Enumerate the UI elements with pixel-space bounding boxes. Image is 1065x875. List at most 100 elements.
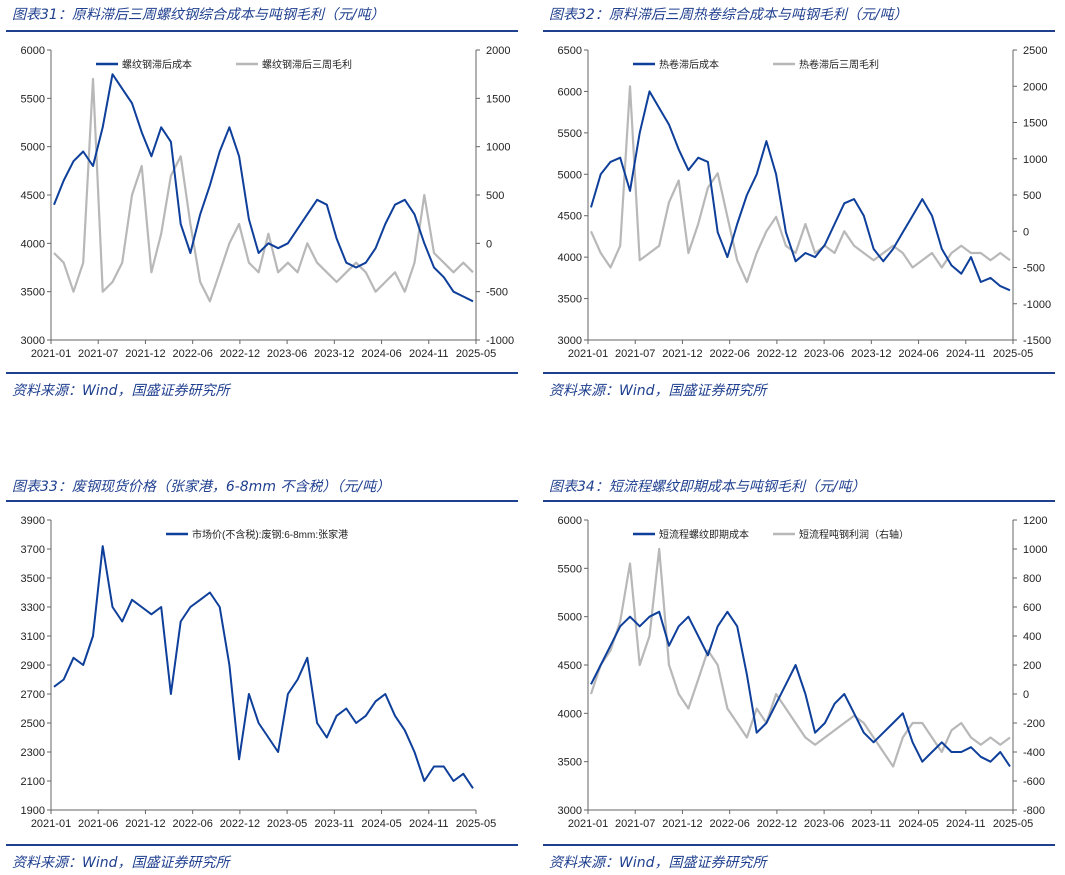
- y-tick-label: 3100: [21, 631, 45, 643]
- legend-label: 热卷滞后三周毛利: [799, 58, 879, 71]
- x-tick-label: 2021-01: [31, 348, 71, 360]
- source-rule: [6, 372, 518, 374]
- x-tick-label: 2021-06: [78, 818, 118, 830]
- series-line-1: [53, 545, 474, 789]
- x-tick-label: 2022-12: [757, 818, 797, 830]
- y-right-tick-label: 0: [1023, 226, 1029, 238]
- y-right-tick-label: 2000: [1023, 81, 1047, 93]
- x-tick-label: 2022-12: [757, 348, 797, 360]
- y-tick-label: 4500: [558, 211, 582, 223]
- panel-title: 图表34：短流程螺纹即期成本与吨钢毛利（元/吨）: [549, 479, 866, 495]
- y-tick-label: 6000: [21, 45, 45, 57]
- y-right-tick-label: -1000: [1023, 299, 1051, 311]
- y-right-tick-label: -200: [1023, 718, 1045, 730]
- legend-label: 螺纹钢滞后成本: [122, 58, 192, 71]
- x-tick-label: 2023-06: [267, 348, 307, 360]
- y-right-tick-label: 1000: [1023, 544, 1047, 556]
- x-tick-label: 2023-05: [267, 818, 307, 830]
- y-tick-label: 6500: [558, 45, 582, 57]
- y-right-tick-label: -1000: [486, 335, 514, 347]
- x-tick-label: 2021-07: [78, 348, 118, 360]
- y-right-tick-label: 0: [486, 238, 492, 250]
- y-tick-label: 3000: [558, 335, 582, 347]
- y-tick-label: 5500: [558, 128, 582, 140]
- y-right-tick-label: 1500: [486, 93, 510, 105]
- x-tick-label: 2024-11: [409, 818, 449, 830]
- y-tick-label: 2700: [21, 689, 45, 701]
- y-tick-label: 4000: [21, 238, 45, 250]
- y-right-tick-label: 500: [1023, 190, 1041, 202]
- y-tick-label: 3500: [558, 757, 582, 769]
- y-tick-label: 4500: [558, 660, 582, 672]
- y-right-tick-label: 2500: [1023, 45, 1047, 57]
- y-tick-label: 3300: [21, 602, 45, 614]
- y-tick-label: 3000: [21, 335, 45, 347]
- y-tick-label: 2500: [21, 718, 45, 730]
- x-tick-label: 2023-06: [804, 818, 844, 830]
- x-tick-label: 2023-12: [314, 348, 354, 360]
- y-right-tick-label: 1000: [486, 142, 510, 154]
- title-rule: [543, 500, 1055, 502]
- y-right-tick-label: 1500: [1023, 118, 1047, 130]
- y-right-tick-label: 600: [1023, 602, 1041, 614]
- x-tick-label: 2021-12: [125, 348, 165, 360]
- x-tick-label: 2024-11: [409, 348, 449, 360]
- x-tick-label: 2023-06: [804, 348, 844, 360]
- x-tick-label: 2024-06: [898, 348, 938, 360]
- legend-label: 市场价(不含税):废钢:6-8mm:张家港: [192, 528, 348, 541]
- x-tick-label: 2021-01: [568, 818, 608, 830]
- y-tick-label: 3900: [21, 515, 45, 527]
- title-rule: [6, 500, 518, 502]
- series-line-2: [53, 77, 474, 303]
- panel-title: 图表33：废钢现货价格（张家港，6-8mm 不含税）（元/吨）: [12, 479, 391, 495]
- x-tick-label: 2021-07: [615, 348, 655, 360]
- x-tick-label: 2024-05: [898, 818, 938, 830]
- y-right-tick-label: -400: [1023, 747, 1045, 759]
- source-rule: [6, 844, 518, 846]
- legend-label: 螺纹钢滞后三周毛利: [262, 58, 352, 71]
- x-tick-label: 2024-11: [946, 818, 986, 830]
- y-tick-label: 1900: [21, 805, 45, 817]
- line-chart: 3000 3500 4000 4500 5000 5500 6000 -1000 -500 0 50…: [21, 45, 515, 360]
- y-right-tick-label: 500: [486, 190, 504, 202]
- series-line-1: [590, 610, 1011, 768]
- x-tick-label: 2023-12: [851, 348, 891, 360]
- y-tick-label: 3500: [21, 287, 45, 299]
- x-tick-label: 2021-12: [125, 818, 165, 830]
- x-tick-label: 2021-01: [568, 348, 608, 360]
- x-tick-label: 2024-11: [946, 348, 986, 360]
- x-tick-label: 2024-05: [361, 818, 401, 830]
- source-note: 资料来源：Wind，国盛证券研究所: [12, 383, 230, 399]
- x-tick-label: 2025-05: [456, 348, 496, 360]
- y-tick-label: 5000: [558, 612, 582, 624]
- y-tick-label: 5500: [21, 93, 45, 105]
- x-tick-label: 2022-06: [709, 818, 749, 830]
- x-tick-label: 2023-11: [852, 818, 892, 830]
- y-right-tick-label: 800: [1023, 573, 1041, 585]
- source-note: 资料来源：Wind，国盛证券研究所: [549, 383, 767, 399]
- legend-label: 短流程吨钢利润（右轴）: [799, 528, 909, 541]
- y-right-tick-label: 400: [1023, 631, 1041, 643]
- x-tick-label: 2021-01: [31, 818, 71, 830]
- y-tick-label: 3000: [558, 805, 582, 817]
- source-note: 资料来源：Wind，国盛证券研究所: [12, 855, 230, 871]
- y-tick-label: 5000: [558, 169, 582, 181]
- y-right-tick-label: 2000: [486, 45, 510, 57]
- source-rule: [543, 372, 1055, 374]
- y-tick-label: 2300: [21, 747, 45, 759]
- line-chart: 1900 2100 2300 2500 2700 2900 3100 3300 3500 3700…: [21, 515, 497, 830]
- y-tick-label: 4000: [558, 252, 582, 264]
- y-tick-label: 2100: [21, 776, 45, 788]
- x-tick-label: 2025-05: [993, 818, 1033, 830]
- panel-title: 图表31：原料滞后三周螺纹钢综合成本与吨钢毛利（元/吨）: [12, 7, 385, 23]
- x-tick-label: 2022-12: [220, 818, 260, 830]
- x-tick-label: 2021-12: [662, 818, 702, 830]
- y-tick-label: 5500: [558, 563, 582, 575]
- y-right-tick-label: -800: [1023, 805, 1045, 817]
- y-right-tick-label: 200: [1023, 660, 1041, 672]
- y-right-tick-label: 1000: [1023, 154, 1047, 166]
- legend-label: 热卷滞后成本: [659, 58, 719, 71]
- y-tick-label: 3500: [558, 294, 582, 306]
- legend-label: 短流程螺纹即期成本: [659, 528, 749, 541]
- y-tick-label: 5000: [21, 142, 45, 154]
